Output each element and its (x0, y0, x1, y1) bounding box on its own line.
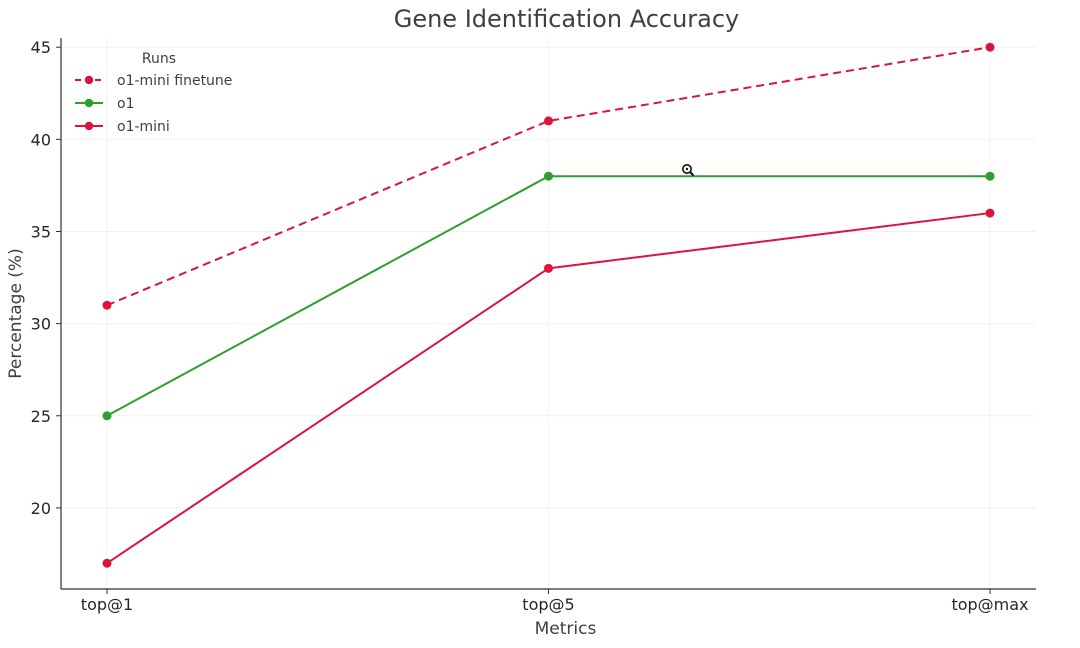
data-point (544, 171, 553, 181)
y-axis-label: Percentage (%) (6, 248, 26, 378)
data-point (985, 171, 995, 181)
y-tick-label: 20 (31, 499, 51, 518)
series-line (106, 46, 991, 307)
data-point (985, 208, 995, 218)
legend-marker (84, 98, 94, 108)
data-point (102, 411, 112, 421)
legend-title: Runs (142, 51, 176, 67)
legend-label: o1-mini (117, 119, 170, 135)
data-point (985, 42, 995, 52)
y-tick-label: 45 (31, 38, 51, 57)
y-tick-label: 40 (31, 130, 51, 149)
grid (61, 38, 1036, 589)
data-point (544, 263, 553, 273)
series-lines (102, 42, 995, 568)
legend-items: o1-mini finetune o1 o1-mini (75, 73, 232, 135)
x-ticks: top@1 top@5 top@max (81, 589, 1029, 614)
x-tick-label: top@max (951, 595, 1028, 614)
y-tick-label: 25 (31, 407, 51, 426)
legend: Runs o1-mini finetune o1 o1-mini (75, 51, 232, 135)
y-tick-label: 35 (31, 222, 51, 241)
y-tick-label: 30 (31, 315, 51, 334)
legend-marker (84, 121, 94, 131)
legend-label: o1 (117, 96, 134, 112)
data-point (102, 558, 112, 568)
zoom-cursor-icon (682, 164, 695, 177)
legend-marker (84, 75, 94, 85)
x-axis-label: Metrics (535, 619, 597, 639)
y-ticks: 20 25 30 35 40 45 (31, 38, 61, 518)
data-point (544, 116, 553, 126)
data-point (102, 300, 112, 310)
x-tick-label: top@5 (522, 595, 574, 614)
x-tick-label: top@1 (81, 595, 133, 614)
chart-title: Gene Identification Accuracy (394, 5, 740, 33)
legend-label: o1-mini finetune (117, 73, 232, 89)
